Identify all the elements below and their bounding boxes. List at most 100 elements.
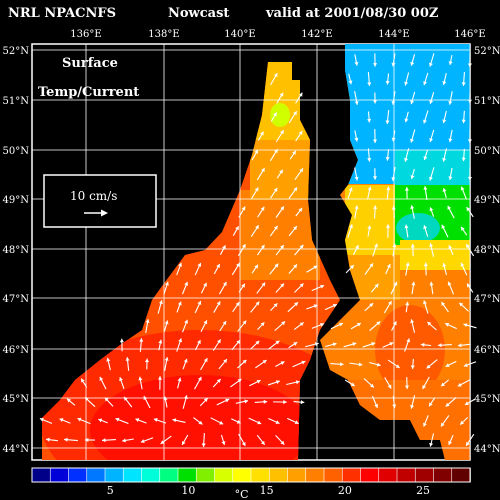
current-arrow-icon bbox=[182, 358, 188, 370]
temperature-patch bbox=[395, 150, 470, 185]
current-arrow-icon bbox=[288, 225, 298, 237]
current-arrow-icon bbox=[238, 283, 246, 293]
current-arrow-icon bbox=[194, 300, 202, 314]
current-arrow-icon bbox=[219, 245, 226, 255]
lat-tick-label-left: 52°N bbox=[3, 46, 30, 57]
colorbar-tick-label: 5 bbox=[107, 484, 114, 497]
colorbar-swatch bbox=[287, 467, 307, 483]
current-arrow-icon bbox=[295, 130, 303, 142]
colorbar-swatch bbox=[451, 467, 471, 483]
current-arrow-icon bbox=[429, 207, 435, 217]
current-arrow-icon bbox=[364, 262, 374, 276]
current-arrow-icon bbox=[372, 243, 378, 257]
current-arrow-icon bbox=[345, 264, 355, 274]
current-arrow-icon bbox=[467, 129, 472, 143]
current-arrow-icon bbox=[311, 322, 325, 329]
current-arrow-icon bbox=[295, 207, 303, 217]
current-arrow-icon bbox=[119, 338, 124, 352]
current-arrow-icon bbox=[363, 378, 375, 388]
temperature-colorbar: 5 10 15 20 25 °C bbox=[31, 467, 471, 500]
current-arrow-icon bbox=[123, 396, 133, 408]
current-arrow-icon bbox=[373, 205, 378, 219]
current-arrow-icon bbox=[200, 319, 208, 333]
current-arrow-icon bbox=[463, 361, 477, 367]
current-arrow-icon bbox=[447, 205, 455, 219]
current-arrow-icon bbox=[230, 378, 242, 388]
current-arrow-icon bbox=[237, 243, 246, 257]
current-arrow-icon bbox=[385, 224, 391, 238]
current-arrow-icon bbox=[391, 130, 396, 142]
current-arrow-icon bbox=[250, 224, 260, 238]
lon-tick-label: 146°E bbox=[454, 29, 485, 40]
current-arrow-icon bbox=[410, 91, 416, 105]
current-arrow-icon bbox=[275, 206, 285, 218]
current-arrow-icon bbox=[144, 358, 150, 370]
current-arrow-icon bbox=[250, 301, 260, 313]
lat-tick-label-left: 51°N bbox=[3, 96, 30, 107]
current-arrow-icon bbox=[160, 435, 172, 445]
current-arrow-icon bbox=[135, 418, 147, 424]
lon-tick-label: 138°E bbox=[148, 29, 179, 40]
lat-tick-label-right: 48°N bbox=[474, 245, 500, 256]
current-arrow-icon bbox=[140, 437, 154, 443]
current-arrow-icon bbox=[254, 359, 267, 369]
current-arrow-icon bbox=[213, 263, 221, 275]
current-arrow-icon bbox=[467, 92, 472, 104]
current-arrow-icon bbox=[106, 357, 111, 371]
lat-tick-label-right: 47°N bbox=[474, 294, 500, 305]
current-arrow-icon bbox=[256, 282, 266, 294]
current-arrow-icon bbox=[467, 167, 472, 181]
colorbar-swatch bbox=[378, 467, 398, 483]
current-arrow-icon bbox=[349, 362, 363, 367]
current-arrow-icon bbox=[218, 281, 227, 295]
axis-tick-labels: 136°E 138°E 140°E 142°E 144°E 146°E 52°N 52°N 51… bbox=[3, 29, 500, 455]
colorbar-swatch bbox=[250, 467, 271, 483]
current-arrow-icon bbox=[423, 225, 429, 237]
current-arrow-icon bbox=[257, 131, 264, 141]
current-arrow-icon bbox=[235, 399, 249, 404]
current-arrow-icon bbox=[372, 53, 378, 67]
current-arrow-icon bbox=[288, 187, 298, 199]
current-arrow-icon bbox=[216, 398, 230, 406]
reference-vector-label: 10 cm/s bbox=[70, 189, 117, 203]
current-arrow-icon bbox=[182, 319, 189, 333]
current-arrow-icon bbox=[410, 205, 415, 219]
colorbar-swatch bbox=[414, 467, 435, 483]
temperature-patch bbox=[400, 240, 470, 270]
current-arrow-icon bbox=[232, 226, 240, 236]
lat-tick-label-right: 50°N bbox=[474, 146, 500, 157]
lat-tick-label-left: 49°N bbox=[3, 195, 30, 206]
current-arrow-icon bbox=[220, 434, 226, 446]
current-arrow-icon bbox=[423, 415, 429, 427]
current-arrow-icon bbox=[249, 379, 261, 387]
current-arrow-icon bbox=[404, 224, 409, 238]
lat-tick-label-left: 45°N bbox=[3, 394, 30, 405]
current-arrow-icon bbox=[442, 110, 447, 124]
colorbar-swatch bbox=[141, 467, 161, 483]
current-arrow-icon bbox=[404, 187, 409, 199]
current-arrow-icon bbox=[385, 109, 390, 125]
current-arrow-icon bbox=[158, 339, 163, 351]
current-arrow-icon bbox=[423, 72, 429, 86]
current-arrow-icon bbox=[461, 72, 466, 86]
current-arrow-icon bbox=[292, 360, 306, 368]
temperature-patch bbox=[250, 130, 320, 200]
current-arrow-icon bbox=[275, 129, 285, 143]
current-arrow-icon bbox=[164, 357, 169, 371]
current-arrow-icon bbox=[392, 243, 397, 257]
colorbar-tick-label: 10 bbox=[181, 484, 195, 497]
current-arrow-icon bbox=[163, 396, 168, 408]
colorbar-swatch bbox=[360, 467, 380, 483]
current-arrow-icon bbox=[45, 437, 58, 442]
current-arrow-icon bbox=[405, 262, 410, 276]
lon-tick-label: 144°E bbox=[378, 29, 409, 40]
colorbar-swatch bbox=[323, 467, 344, 483]
current-arrow-icon bbox=[176, 301, 182, 313]
temperature-patch bbox=[240, 190, 320, 280]
current-arrow-icon bbox=[84, 396, 96, 408]
current-arrow-icon bbox=[364, 302, 374, 312]
current-arrow-icon bbox=[466, 206, 474, 218]
current-arrow-icon bbox=[153, 418, 167, 424]
current-arrow-icon bbox=[392, 395, 397, 409]
current-arrow-icon bbox=[104, 397, 114, 407]
